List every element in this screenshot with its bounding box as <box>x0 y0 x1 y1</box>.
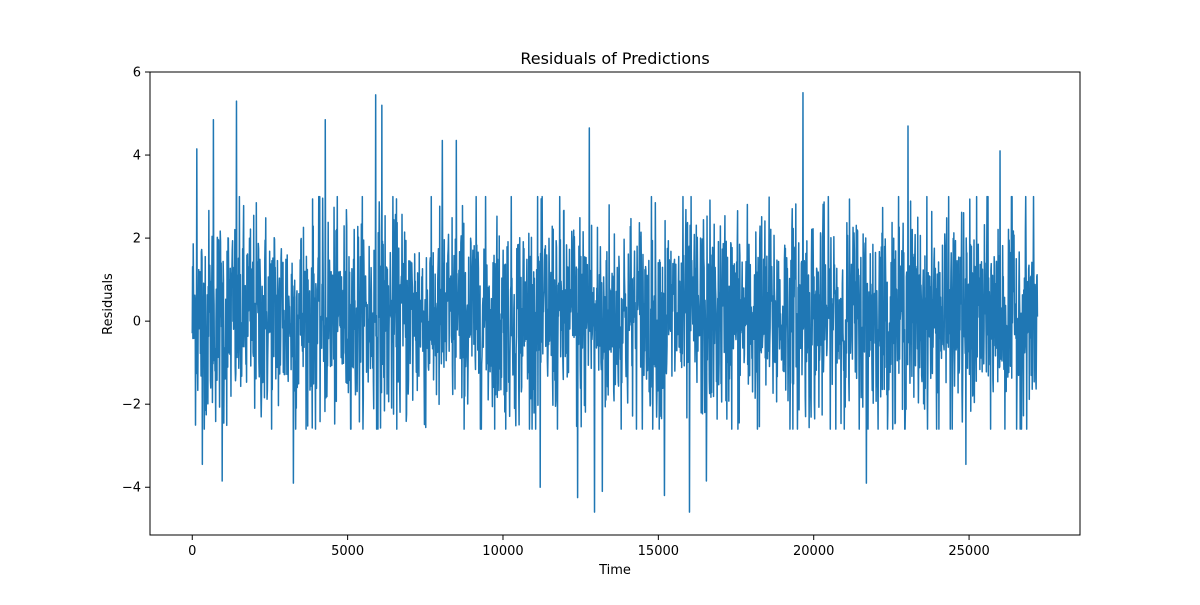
x-tick-label: 0 <box>188 544 196 559</box>
y-tick-label: −2 <box>122 398 141 413</box>
series-layer <box>191 92 1039 513</box>
plot-area <box>149 71 1081 536</box>
y-tick-label: 6 <box>133 66 141 81</box>
x-tick-label: 5000 <box>331 544 364 559</box>
y-tick-label: 2 <box>133 232 141 247</box>
x-tick-label: 15000 <box>638 544 679 559</box>
y-axis-label: Residuals <box>101 273 116 335</box>
x-axis-label: Time <box>598 563 631 578</box>
y-tick-label: −4 <box>122 481 141 496</box>
y-tick-label: 0 <box>133 315 141 330</box>
x-tick-label: 20000 <box>793 544 834 559</box>
x-tick-label: 25000 <box>948 544 989 559</box>
y-tick-label: 4 <box>133 149 141 164</box>
axes-frame <box>149 71 1081 536</box>
x-tick-label: 10000 <box>482 544 523 559</box>
x-axis: 0 5000 10000 15000 20000 25000 <box>188 535 990 559</box>
y-axis: −4 −2 0 2 4 6 <box>122 66 150 496</box>
chart-title: Residuals of Predictions <box>520 49 709 68</box>
series-line-residuals <box>191 92 1039 513</box>
